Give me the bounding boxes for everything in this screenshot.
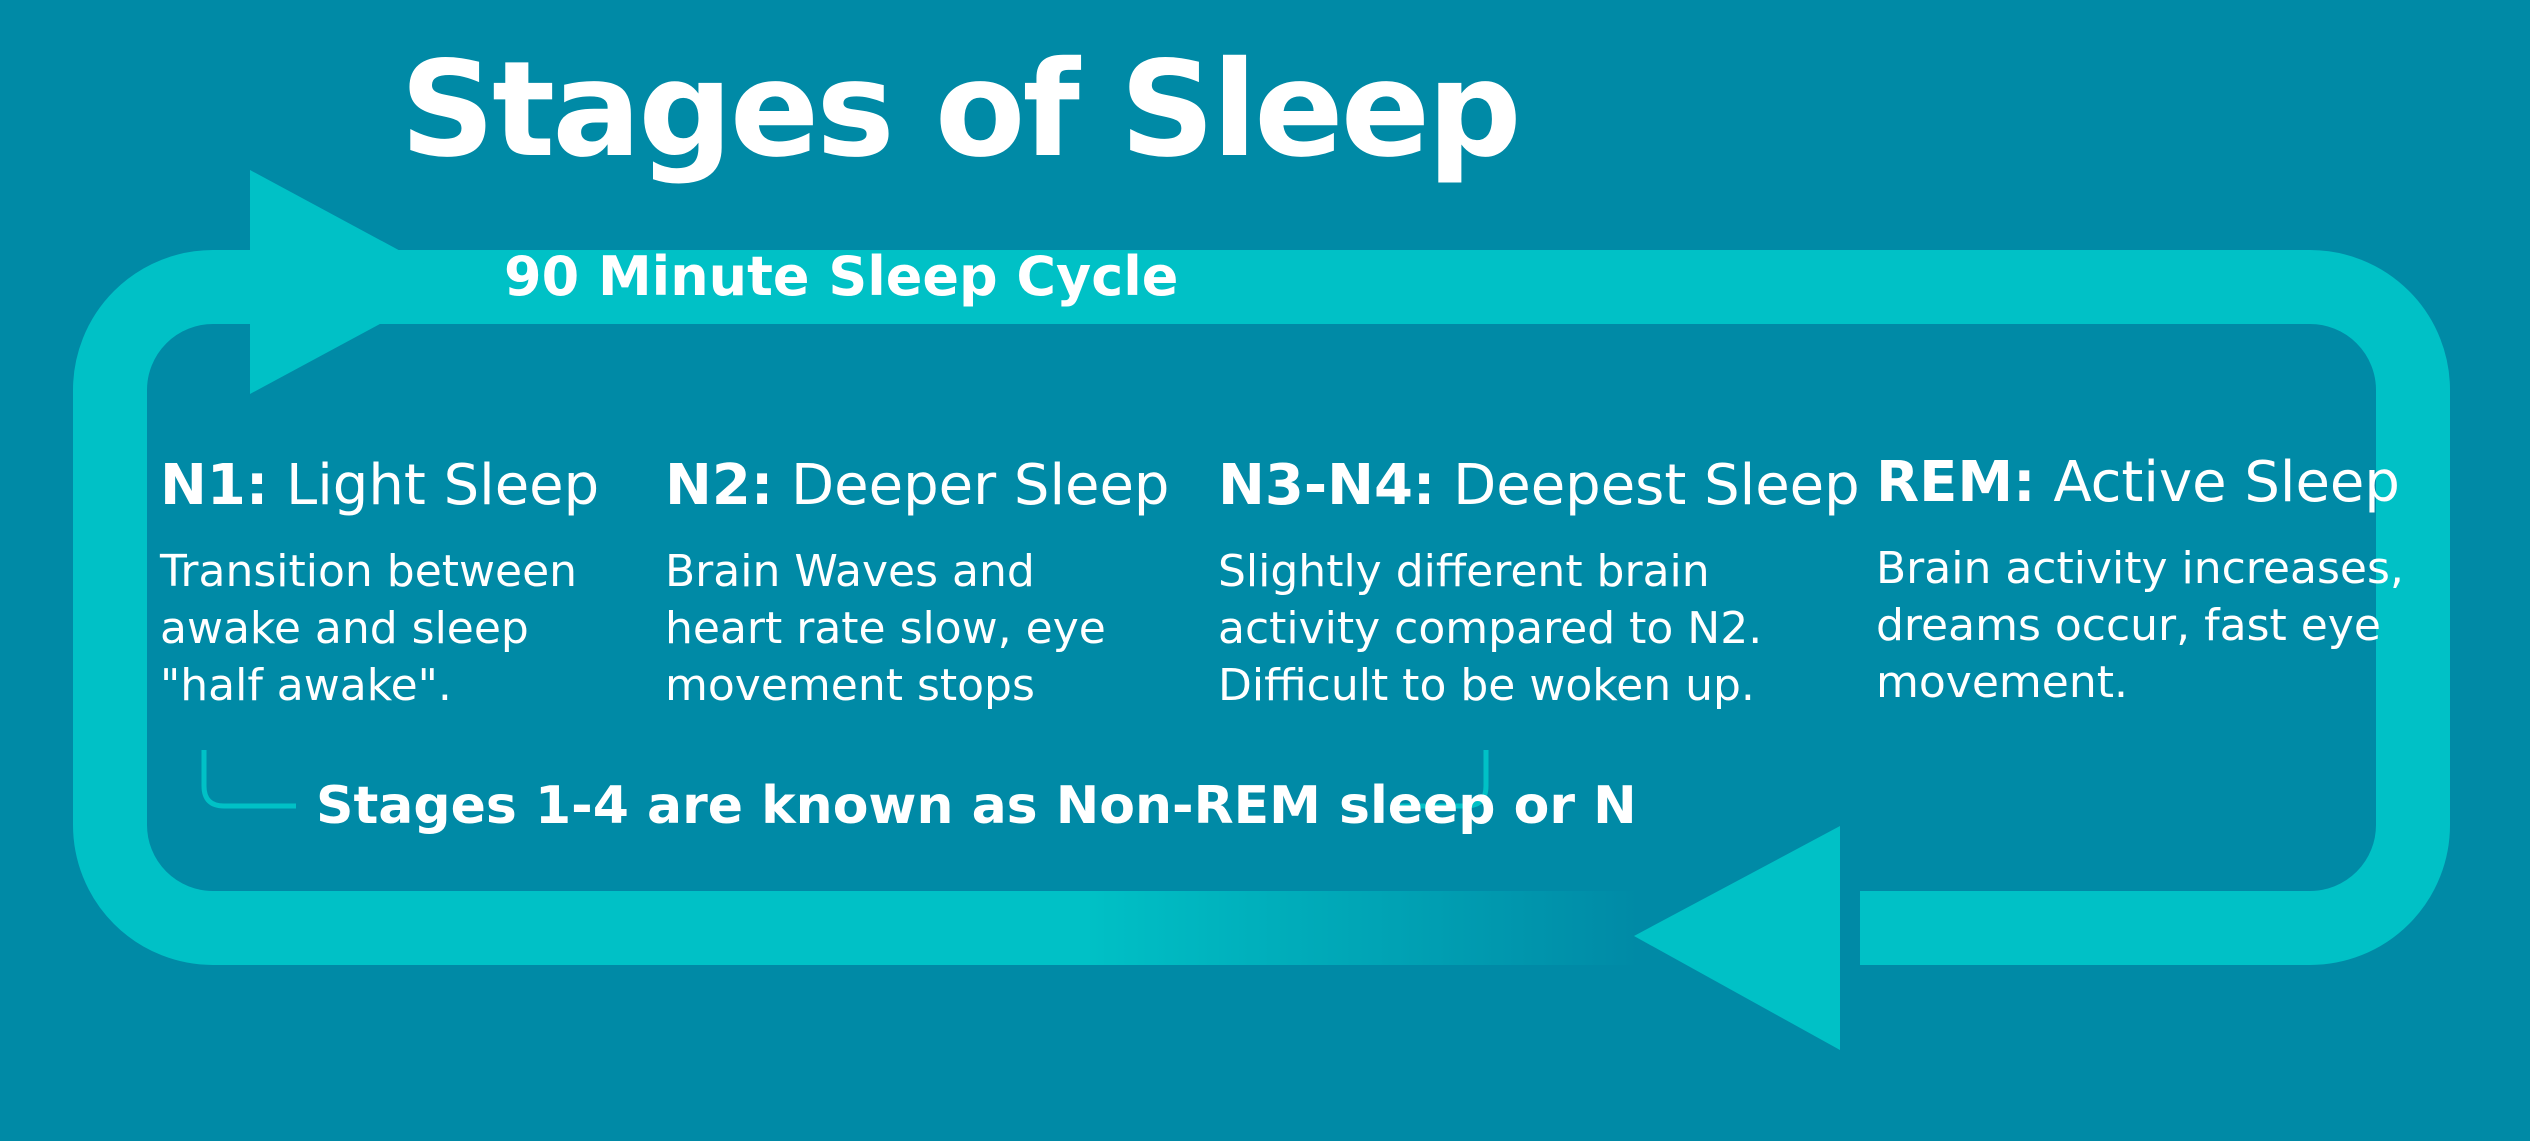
stage-code: N3-N4: [1218, 453, 1436, 518]
stage-heading: N1: Light Sleep [160, 455, 599, 517]
cycle-arrowhead-right [250, 170, 458, 394]
loop-left-segment [73, 250, 1090, 965]
stage-name: Deeper Sleep [791, 453, 1170, 518]
stage-description: Brain activity increases, dreams occur, … [1876, 542, 2404, 708]
stage-n3-n4: N3-N4: Deepest Sleep Slightly different … [1218, 455, 1860, 714]
cycle-label: 90 Minute Sleep Cycle [504, 245, 1179, 308]
nonrem-note: Stages 1-4 are known as Non-REM sleep or… [316, 776, 1637, 836]
stage-heading: REM: Active Sleep [1876, 452, 2404, 514]
stage-n1: N1: Light Sleep Transition between awake… [160, 455, 599, 714]
cycle-loop [73, 250, 2450, 965]
cycle-arrowhead-left [1634, 826, 1840, 1050]
nonrem-bracket [201, 750, 1489, 809]
stage-description: Brain Waves and heart rate slow, eye mov… [665, 545, 1106, 711]
stage-code: N1: [160, 453, 269, 518]
stage-code: N2: [665, 453, 774, 518]
stage-rem: REM: Active Sleep Brain activity increas… [1876, 452, 2404, 711]
page-title: Stages of Sleep [400, 33, 1522, 187]
stage-name: Deepest Sleep [1453, 453, 1860, 518]
stage-name: Light Sleep [286, 453, 600, 518]
loop-right-segment [1860, 250, 2450, 965]
stage-description: Transition between awake and sleep "half… [160, 545, 578, 711]
stage-heading: N2: Deeper Sleep [665, 455, 1169, 517]
stage-n2: N2: Deeper Sleep Brain Waves and heart r… [665, 455, 1169, 714]
stage-description: Slightly different brain activity compar… [1218, 545, 1763, 711]
stage-name: Active Sleep [2053, 450, 2400, 515]
stage-code: REM: [1876, 450, 2036, 515]
stage-heading: N3-N4: Deepest Sleep [1218, 455, 1860, 517]
